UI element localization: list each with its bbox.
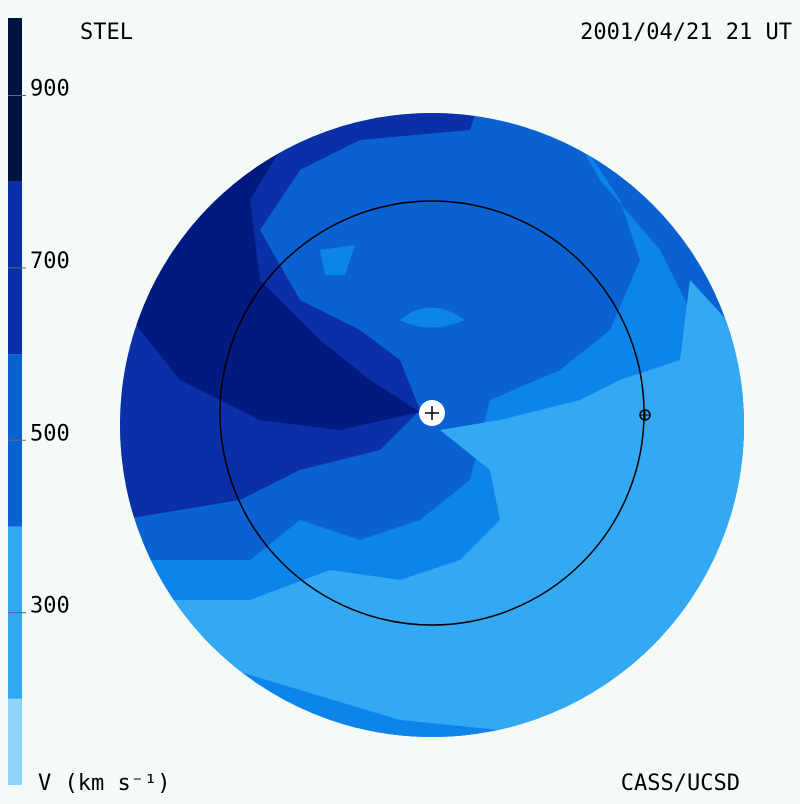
- tick-label: 500: [30, 421, 70, 446]
- sun-symbol: [425, 406, 439, 420]
- colorbar-label: V (km s⁻¹): [38, 771, 170, 796]
- title: STEL: [80, 20, 133, 45]
- colorbar-band: [8, 18, 22, 182]
- region: [320, 245, 355, 275]
- earth-symbol: [640, 410, 650, 420]
- region: [400, 307, 465, 328]
- tick-label: 700: [30, 249, 70, 274]
- colorbar: 300 500 700 900: [8, 18, 70, 785]
- subtitle: 2001/04/21 21 UT: [580, 20, 792, 45]
- earth-orbit: [219, 200, 645, 626]
- tick-label: 900: [30, 77, 70, 102]
- credit: CASS/UCSD: [621, 771, 740, 796]
- region: [150, 280, 744, 737]
- tick-label: 300: [30, 594, 70, 619]
- colorbar-band: [8, 698, 22, 785]
